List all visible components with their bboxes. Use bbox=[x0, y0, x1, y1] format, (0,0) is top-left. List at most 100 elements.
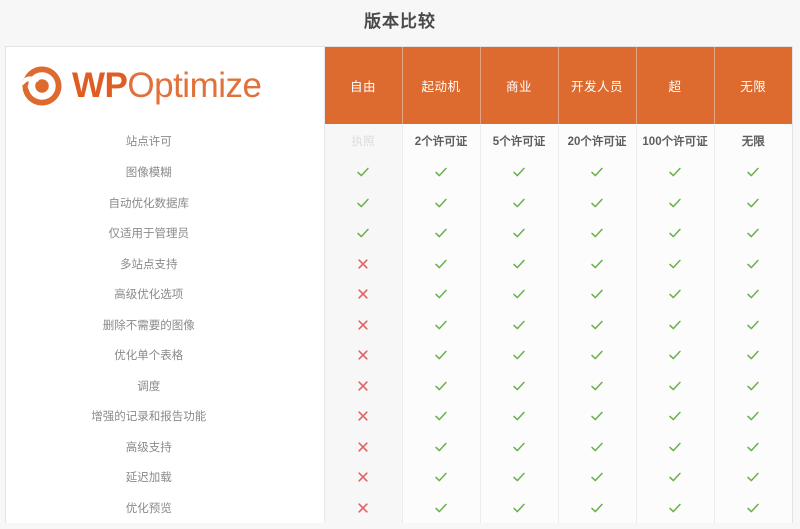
table-row: 自动优化数据库 bbox=[6, 187, 792, 218]
feature-included bbox=[635, 492, 714, 523]
cross-icon bbox=[356, 318, 370, 332]
check-icon bbox=[512, 348, 526, 362]
feature-included bbox=[479, 340, 558, 371]
check-icon bbox=[668, 257, 682, 271]
feature-excluded bbox=[324, 401, 402, 432]
table-row: 仅适用于管理员 bbox=[6, 218, 792, 249]
feature-excluded bbox=[324, 279, 402, 310]
check-icon bbox=[434, 287, 448, 301]
check-icon bbox=[668, 287, 682, 301]
plan-header-free[interactable]: 自由 bbox=[323, 47, 402, 124]
feature-included bbox=[713, 157, 792, 188]
feature-included bbox=[557, 462, 636, 493]
cross-icon bbox=[356, 409, 370, 423]
table-row: 延迟加载 bbox=[6, 462, 792, 493]
feature-excluded bbox=[324, 248, 402, 279]
feature-excluded bbox=[324, 462, 402, 493]
check-icon bbox=[590, 409, 604, 423]
license-value-text: 无限 bbox=[741, 135, 765, 148]
feature-included bbox=[557, 309, 636, 340]
table-row: 优化预览 bbox=[6, 492, 792, 523]
feature-included bbox=[557, 431, 636, 462]
check-icon bbox=[668, 165, 682, 179]
check-icon bbox=[512, 257, 526, 271]
wp-optimize-logo-icon bbox=[20, 64, 64, 108]
check-icon bbox=[668, 318, 682, 332]
check-icon bbox=[434, 196, 448, 210]
license-value: 100个许可证 bbox=[635, 124, 714, 157]
feature-included bbox=[401, 370, 480, 401]
plan-header-unlimited[interactable]: 无限 bbox=[713, 47, 792, 124]
check-icon bbox=[512, 501, 526, 515]
feature-label: 删除不需要的图像 bbox=[6, 309, 325, 340]
check-icon bbox=[512, 409, 526, 423]
license-value-text: 2个许可证 bbox=[414, 135, 468, 148]
table-header: WPOptimize 自由 起动机 商业 开发人员 超 无限 bbox=[6, 47, 792, 124]
feature-included bbox=[635, 157, 714, 188]
cross-icon bbox=[356, 257, 370, 271]
check-icon bbox=[746, 409, 760, 423]
feature-included bbox=[324, 218, 402, 249]
license-value-text: 20个许可证 bbox=[567, 135, 627, 148]
cross-icon bbox=[356, 287, 370, 301]
feature-included bbox=[635, 462, 714, 493]
page-title: 版本比较 bbox=[364, 12, 436, 31]
check-icon bbox=[668, 409, 682, 423]
table-row: 删除不需要的图像 bbox=[6, 309, 792, 340]
check-icon bbox=[356, 165, 370, 179]
feature-label: 高级优化选项 bbox=[6, 279, 325, 310]
feature-included bbox=[479, 187, 558, 218]
feature-included bbox=[557, 370, 636, 401]
feature-label: 多站点支持 bbox=[6, 248, 325, 279]
table-body: 站点许可 执照 2个许可证 5个许可证 20个许可证 100个许可证 无限图像模糊 自动优化数… bbox=[6, 124, 792, 523]
brand-name-bold: WP bbox=[72, 65, 128, 105]
feature-included bbox=[479, 279, 558, 310]
check-icon bbox=[590, 196, 604, 210]
feature-included bbox=[479, 248, 558, 279]
table-header-row: WPOptimize 自由 起动机 商业 开发人员 超 无限 bbox=[6, 47, 792, 124]
feature-included bbox=[713, 279, 792, 310]
feature-included bbox=[401, 431, 480, 462]
check-icon bbox=[434, 409, 448, 423]
check-icon bbox=[590, 318, 604, 332]
plan-header-super[interactable]: 超 bbox=[635, 47, 714, 124]
feature-label: 自动优化数据库 bbox=[6, 187, 325, 218]
table-row: 图像模糊 bbox=[6, 157, 792, 188]
check-icon bbox=[746, 165, 760, 179]
check-icon bbox=[746, 501, 760, 515]
feature-included bbox=[635, 248, 714, 279]
license-value-text: 5个许可证 bbox=[492, 135, 546, 148]
brand-logo-cell: WPOptimize bbox=[6, 47, 325, 124]
feature-label: 站点许可 bbox=[6, 124, 325, 157]
table-row: 高级支持 bbox=[6, 431, 792, 462]
feature-excluded bbox=[324, 431, 402, 462]
check-icon bbox=[512, 470, 526, 484]
feature-included bbox=[557, 401, 636, 432]
plan-header-starter[interactable]: 起动机 bbox=[401, 47, 480, 124]
check-icon bbox=[668, 196, 682, 210]
feature-included bbox=[713, 401, 792, 432]
feature-included bbox=[324, 157, 402, 188]
feature-included bbox=[713, 370, 792, 401]
check-icon bbox=[746, 287, 760, 301]
plan-header-developer[interactable]: 开发人员 bbox=[557, 47, 636, 124]
check-icon bbox=[746, 226, 760, 240]
check-icon bbox=[746, 379, 760, 393]
feature-included bbox=[635, 431, 714, 462]
check-icon bbox=[668, 348, 682, 362]
feature-included bbox=[635, 187, 714, 218]
check-icon bbox=[434, 440, 448, 454]
license-value: 5个许可证 bbox=[479, 124, 558, 157]
check-icon bbox=[746, 348, 760, 362]
feature-excluded bbox=[324, 370, 402, 401]
feature-excluded bbox=[324, 340, 402, 371]
version-comparison-table: WPOptimize 自由 起动机 商业 开发人员 超 无限 站点许可 执照 2个许… bbox=[5, 46, 793, 523]
feature-label: 增强的记录和报告功能 bbox=[6, 401, 325, 432]
check-icon bbox=[512, 379, 526, 393]
license-value: 执照 bbox=[324, 124, 402, 157]
feature-included bbox=[557, 340, 636, 371]
plan-header-business[interactable]: 商业 bbox=[479, 47, 558, 124]
check-icon bbox=[746, 318, 760, 332]
check-icon bbox=[512, 440, 526, 454]
check-icon bbox=[590, 379, 604, 393]
